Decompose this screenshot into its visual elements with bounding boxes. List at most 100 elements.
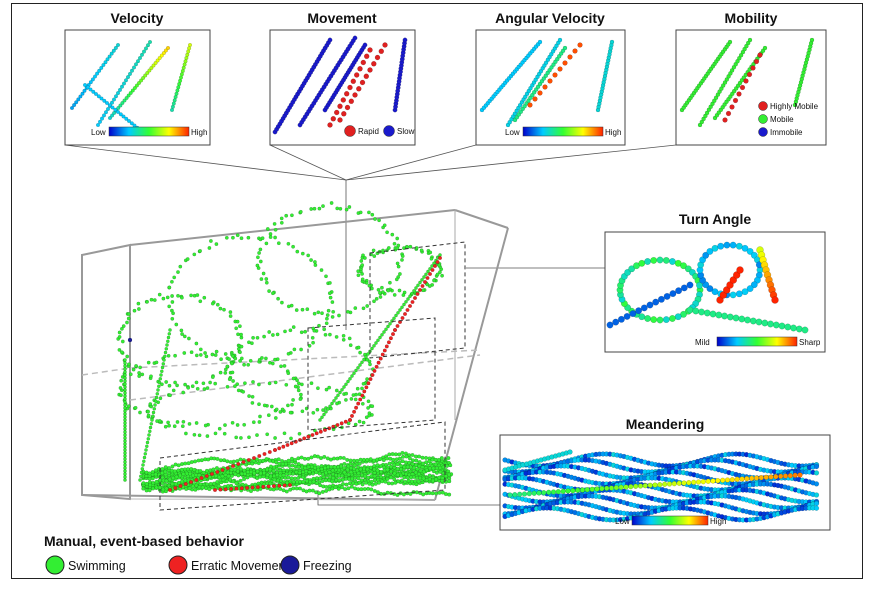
trajectory-point: [379, 469, 384, 474]
trajectory-point: [170, 300, 175, 304]
trajectory-point: [364, 480, 369, 485]
velocity-point: [178, 78, 183, 83]
turn-point: [674, 313, 682, 321]
trajectory-point: [137, 370, 142, 375]
velocity-point: [137, 56, 142, 61]
trajectory-point: [306, 464, 311, 469]
trajectory-point: [408, 244, 413, 249]
trajectory-point: [210, 301, 215, 306]
meander-point: [613, 485, 619, 491]
meander-point: [662, 481, 668, 487]
meandering-title: Meandering: [626, 416, 705, 432]
movement-point: [371, 61, 377, 67]
erratic-point: [343, 419, 348, 424]
trajectory-point: [368, 457, 373, 462]
meander-point: [671, 481, 677, 487]
trajectory-point: [136, 307, 141, 311]
trajectory-point: [393, 452, 398, 457]
turn-point: [698, 308, 705, 316]
trajectory-point: [136, 301, 141, 306]
trajectory-point: [297, 431, 302, 436]
trajectory-point: [176, 293, 180, 298]
trajectory-point: [344, 207, 349, 212]
trajectory-point: [264, 241, 269, 246]
erratic-point: [366, 381, 371, 386]
trajectory-point: [187, 421, 192, 426]
trajectory-point: [372, 478, 377, 483]
trajectory-point: [410, 462, 415, 467]
velocity-point: [103, 110, 108, 115]
trajectory-point: [400, 450, 405, 455]
turn-point: [767, 320, 774, 328]
trajectory-point: [192, 432, 197, 437]
movement-point: [364, 53, 370, 59]
erratic-point: [178, 484, 183, 489]
legend-swimming: Swimming: [68, 559, 126, 573]
trajectory-point: [414, 286, 418, 290]
trajectory-point: [360, 360, 364, 365]
movement-point: [327, 122, 333, 128]
erratic-point: [261, 484, 266, 489]
meander-point: [567, 449, 573, 455]
erratic-point: [209, 472, 214, 477]
trajectory-point: [385, 467, 390, 472]
erratic-point: [289, 441, 294, 446]
movement-point: [356, 86, 362, 92]
trajectory-point: [448, 463, 453, 468]
trajectory-point: [261, 458, 266, 463]
trajectory-point: [123, 382, 127, 386]
trajectory-point: [417, 454, 422, 459]
trajectory-point: [306, 456, 311, 461]
mobility-point: [729, 104, 735, 110]
trajectory-point: [390, 481, 395, 486]
trajectory-point: [366, 475, 371, 480]
trajectory-point: [242, 477, 247, 482]
turn-point: [771, 296, 779, 304]
trajectory-point: [146, 436, 151, 441]
trajectory-point: [190, 484, 195, 489]
erratic-point: [271, 484, 276, 489]
trajectory-point: [356, 273, 361, 278]
trajectory-point: [408, 294, 412, 299]
movement-point: [344, 104, 351, 111]
movement-point: [344, 91, 350, 97]
trajectory-point: [362, 466, 367, 471]
erratic-point: [435, 260, 440, 265]
trajectory-point: [327, 280, 332, 285]
trajectory-point: [344, 391, 349, 396]
trajectory-point: [347, 336, 352, 341]
turn-point: [680, 284, 688, 292]
trajectory-point: [236, 332, 240, 337]
trajectory-point: [213, 381, 218, 386]
trajectory-point: [344, 482, 349, 487]
turn-point: [709, 310, 717, 318]
erratic-point: [384, 344, 389, 349]
trajectory-point: [235, 423, 240, 427]
trajectory-point: [262, 470, 267, 475]
trajectory-point: [429, 256, 434, 261]
trajectory-point: [413, 479, 418, 484]
trajectory-point: [401, 454, 406, 459]
trajectory-point: [351, 481, 356, 486]
trajectory-point: [417, 460, 422, 465]
velocity-point: [117, 87, 122, 92]
trajectory-point: [150, 414, 155, 419]
trajectory-point: [264, 280, 269, 285]
meander-point: [666, 481, 673, 487]
trajectory-point: [347, 205, 352, 209]
trajectory-point: [369, 487, 374, 492]
trajectory-point: [239, 356, 244, 361]
trajectory-point: [163, 424, 168, 429]
trajectory-point: [327, 475, 332, 480]
erratic-swatch: [168, 555, 188, 575]
erratic-point: [262, 452, 267, 457]
trajectory-point: [259, 277, 264, 281]
trajectory-point: [223, 423, 227, 427]
trajectory-point: [434, 470, 439, 475]
erratic-point: [335, 423, 340, 428]
trajectory-point: [380, 479, 385, 484]
trajectory-point: [270, 291, 275, 296]
trajectory-point: [335, 401, 339, 406]
trajectory-point: [298, 397, 303, 401]
trajectory-point: [302, 456, 307, 461]
